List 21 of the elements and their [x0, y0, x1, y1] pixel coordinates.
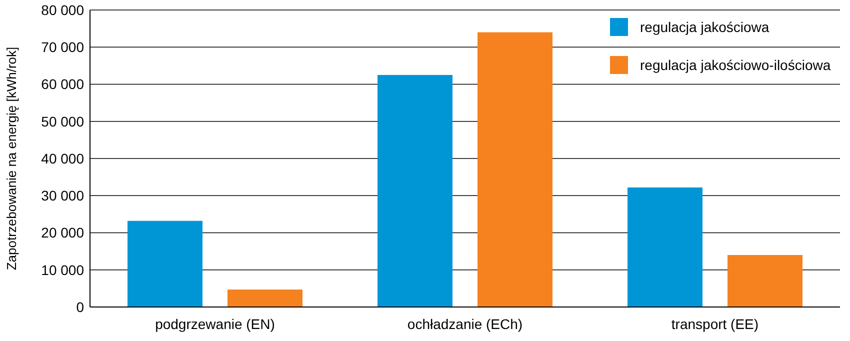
y-tick-label: 70 000 — [41, 39, 84, 56]
y-tick-label: 60 000 — [41, 76, 84, 92]
y-tick-label: 0 — [76, 298, 84, 315]
y-axis-title: Zapotrzebowanie na energię [kWh/rok] — [4, 46, 19, 270]
y-tick-label: 50 000 — [41, 113, 84, 130]
x-tick-label: ochładzanie (ECh) — [407, 316, 523, 332]
x-tick-label: transport (EE) — [671, 316, 759, 332]
bar — [478, 32, 552, 307]
bar — [628, 187, 702, 307]
legend-label: regulacja jakościowa — [640, 18, 770, 35]
y-tick-label: 20 000 — [41, 224, 84, 241]
bar — [378, 74, 452, 307]
y-tick-label: 10 000 — [41, 262, 84, 278]
bar — [128, 220, 202, 307]
x-tick-label: podgrzewanie (EN) — [155, 316, 275, 332]
y-tick-label: 80 000 — [41, 2, 84, 18]
legend-label: regulacja jakościowo-ilościowa — [640, 56, 831, 73]
bar — [228, 290, 302, 307]
bar — [728, 255, 802, 307]
y-tick-label: 40 000 — [41, 150, 84, 166]
y-tick-label: 30 000 — [41, 188, 84, 204]
